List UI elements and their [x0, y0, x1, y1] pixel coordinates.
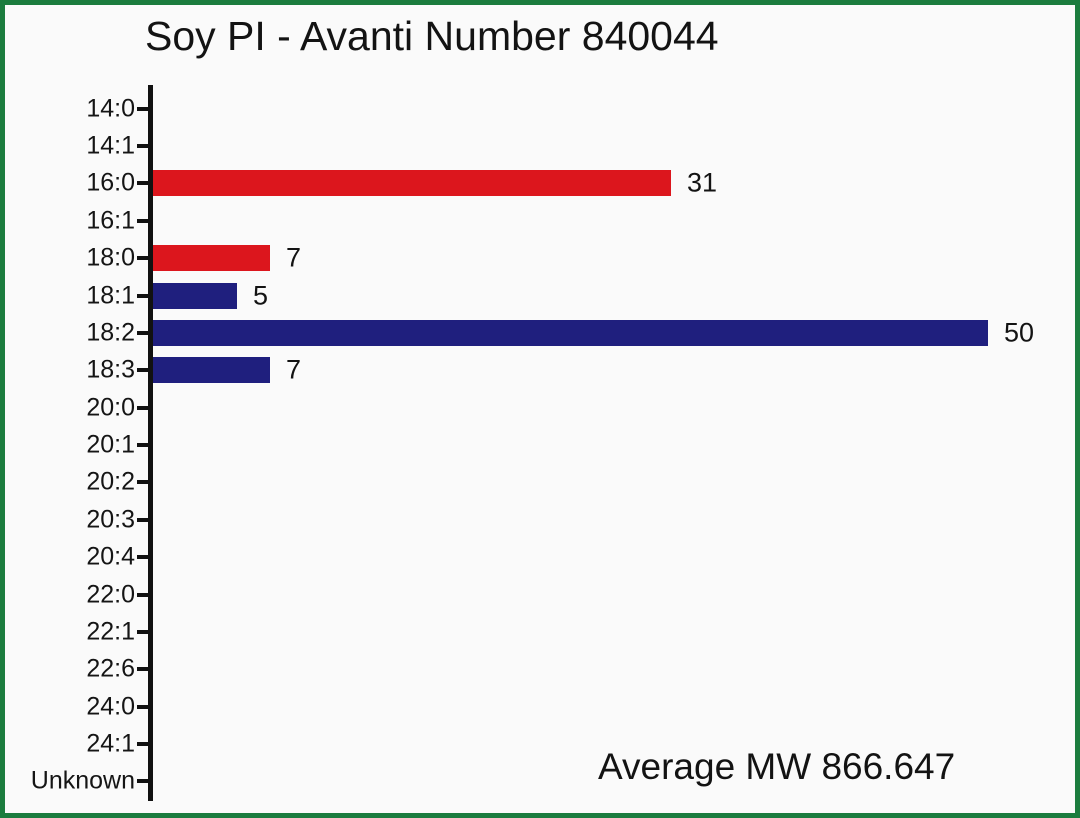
- value-label: 7: [286, 354, 302, 385]
- y-axis-tick: [137, 368, 149, 373]
- chart-row: 22:0: [5, 576, 1075, 613]
- y-axis-tick: [137, 218, 149, 223]
- chart-row: 18:2 50: [5, 314, 1075, 351]
- y-axis-tick: [137, 517, 149, 522]
- category-label: 18:3: [86, 355, 135, 384]
- chart-row: Unknown: [5, 763, 1075, 800]
- chart-row: 18:3 7: [5, 352, 1075, 389]
- y-axis-tick: [137, 555, 149, 560]
- bar-18:1: [153, 282, 237, 309]
- y-axis-tick: [137, 405, 149, 410]
- category-label: 14:0: [86, 94, 135, 123]
- value-label: 7: [286, 242, 302, 273]
- chart-row: 14:0: [5, 90, 1075, 127]
- chart-row: 18:0 7: [5, 240, 1075, 277]
- value-label: 5: [253, 280, 269, 311]
- y-axis-tick: [137, 667, 149, 672]
- category-label: 16:1: [86, 206, 135, 235]
- category-label: 18:2: [86, 318, 135, 347]
- category-label: Unknown: [30, 766, 135, 795]
- category-label: 24:0: [86, 692, 135, 721]
- category-label: 14:1: [86, 131, 135, 160]
- chart-row: 24:1: [5, 725, 1075, 762]
- chart-row: 24:0: [5, 688, 1075, 725]
- category-label: 22:1: [86, 617, 135, 646]
- bar-18:3: [153, 357, 270, 384]
- chart-row: 16:1: [5, 202, 1075, 239]
- y-axis-tick: [137, 592, 149, 597]
- category-label: 22:0: [86, 580, 135, 609]
- chart-row: 20:1: [5, 426, 1075, 463]
- y-axis-tick: [137, 704, 149, 709]
- bar-18:0: [153, 245, 270, 272]
- category-label: 20:3: [86, 505, 135, 534]
- chart-row: 16:0 31: [5, 165, 1075, 202]
- y-axis-tick: [137, 293, 149, 298]
- y-axis-tick: [137, 144, 149, 149]
- chart-row: 22:1: [5, 613, 1075, 650]
- y-axis-tick: [137, 330, 149, 335]
- category-label: 20:1: [86, 430, 135, 459]
- plot-area: 14:0 14:1 16:0 31 16:1 18:0 7 18:1 5 18:2 50 18:3 7 2…: [5, 90, 1075, 800]
- y-axis-line: [148, 85, 153, 801]
- value-label: 31: [687, 167, 718, 198]
- chart-title: Soy PI - Avanti Number 840044: [145, 13, 719, 59]
- y-axis-tick: [137, 106, 149, 111]
- bar-18:2: [153, 319, 988, 346]
- average-mw-annotation: Average MW 866.647: [598, 746, 956, 787]
- y-axis-tick: [137, 443, 149, 448]
- chart-row: 20:3: [5, 501, 1075, 538]
- y-axis-tick: [137, 742, 149, 747]
- category-label: 24:1: [86, 729, 135, 758]
- category-label: 20:0: [86, 393, 135, 422]
- chart-row: 14:1: [5, 127, 1075, 164]
- category-label: 16:0: [86, 168, 135, 197]
- chart-row: 22:6: [5, 651, 1075, 688]
- category-label: 20:2: [86, 467, 135, 496]
- y-axis-tick: [137, 256, 149, 261]
- category-label: 22:6: [86, 654, 135, 683]
- chart-row: 20:2: [5, 464, 1075, 501]
- y-axis-tick: [137, 181, 149, 186]
- y-axis-tick: [137, 629, 149, 634]
- chart-row: 20:0: [5, 389, 1075, 426]
- category-label: 18:1: [86, 281, 135, 310]
- y-axis-tick: [137, 480, 149, 485]
- value-label: 50: [1004, 317, 1035, 348]
- chart-row: 20:4: [5, 539, 1075, 576]
- category-label: 20:4: [86, 542, 135, 571]
- bar-16:0: [153, 170, 671, 197]
- y-axis-tick: [137, 779, 149, 784]
- category-label: 18:0: [86, 243, 135, 272]
- chart-row: 18:1 5: [5, 277, 1075, 314]
